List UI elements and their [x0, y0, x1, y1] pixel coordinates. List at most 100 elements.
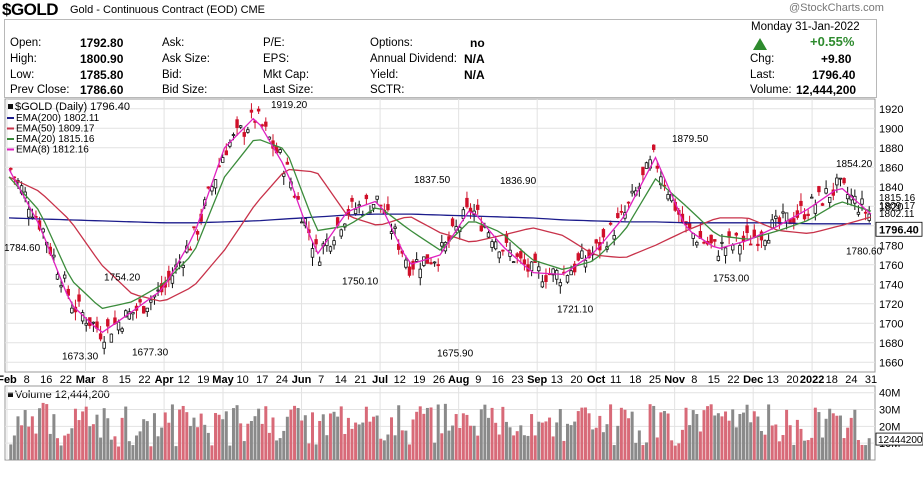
volume-bar — [267, 432, 271, 460]
candle-body — [501, 249, 505, 252]
candle-body — [52, 254, 56, 258]
volume-bar — [106, 418, 110, 460]
candlestick — [748, 235, 753, 246]
candle-body — [774, 215, 778, 219]
candle-body — [404, 259, 408, 268]
volume-bar — [792, 444, 796, 460]
volume-bar — [332, 411, 336, 460]
volume-bar — [497, 434, 501, 460]
volume-bar — [831, 413, 835, 460]
candlestick — [310, 241, 315, 266]
volume-bar — [849, 417, 853, 460]
x-tick-label: 21 — [354, 374, 366, 386]
volume-bar — [512, 435, 516, 460]
candle-body — [748, 243, 753, 246]
x-tick-label: Mar — [76, 374, 96, 386]
volume-bar — [817, 412, 821, 460]
x-tick-label: 31 — [865, 374, 877, 386]
candle-body — [813, 204, 818, 214]
candle-body — [612, 235, 616, 240]
candlestick — [810, 193, 814, 199]
candlestick — [249, 103, 254, 119]
candlestick — [519, 248, 523, 264]
candlestick — [106, 317, 110, 334]
volume-bar — [490, 407, 494, 460]
volume-bar — [303, 415, 307, 460]
candle-body — [357, 204, 361, 207]
candlestick — [465, 191, 469, 209]
candle-body — [389, 231, 394, 234]
price-annotation: 1753.00 — [713, 274, 750, 285]
ema-legend-label: EMA(200) 1802.11 — [16, 113, 100, 124]
exchange-text: CME — [240, 4, 266, 16]
candle-body — [91, 321, 96, 324]
candlestick — [404, 255, 408, 270]
volume-bar — [246, 423, 250, 460]
candle-body — [490, 241, 494, 248]
candlestick — [120, 326, 124, 334]
volume-bar — [587, 413, 591, 460]
volume-bar — [386, 434, 390, 460]
candle-body — [745, 225, 749, 234]
volume-bar — [379, 438, 383, 460]
candlestick — [170, 267, 175, 289]
candle-body — [432, 261, 437, 264]
candle-body — [799, 200, 803, 206]
candlestick — [824, 180, 828, 195]
volume-bar — [282, 430, 286, 460]
candle-body — [511, 261, 516, 264]
volume-bar — [361, 422, 365, 460]
volume-bar — [393, 435, 397, 460]
prev-close-value: 1786.60 — [80, 83, 124, 97]
price-tick-label: 1760 — [879, 260, 903, 272]
candlestick — [756, 237, 760, 252]
volume-bar — [745, 404, 749, 460]
volume-bar — [688, 425, 692, 460]
ema-value-label: 1815.16 — [879, 193, 916, 204]
candlestick — [594, 238, 598, 250]
candlestick — [364, 193, 369, 206]
candlestick — [206, 186, 211, 190]
volume-bar — [677, 443, 681, 460]
volume-bar — [390, 417, 394, 460]
candlestick — [515, 252, 519, 264]
volume-bar — [637, 430, 641, 460]
quote-date: Monday 31-Jan-2022 — [751, 21, 860, 33]
x-tick-label: 14 — [335, 374, 347, 386]
x-tick-label: 24 — [276, 374, 288, 386]
candlestick — [386, 196, 390, 212]
ema-legend-label: EMA(50) 1809.17 — [16, 124, 95, 135]
volume-bar — [321, 414, 325, 460]
candle-body — [565, 275, 570, 283]
price-tick-label: 1920 — [879, 104, 903, 116]
candlestick — [641, 166, 645, 183]
volume-bar — [239, 423, 243, 460]
candlestick — [238, 124, 243, 130]
candlestick — [828, 196, 832, 209]
candle-body — [221, 157, 225, 163]
volume-bar — [210, 445, 214, 460]
volume-bar — [799, 428, 803, 460]
candle-body — [328, 246, 333, 252]
volume-bar — [684, 407, 688, 460]
candlestick — [278, 147, 282, 155]
volume-bar — [566, 423, 569, 460]
volume-bar — [731, 409, 735, 460]
candle-body — [84, 322, 88, 326]
candlestick — [476, 199, 480, 215]
volume-label: Volume: — [750, 84, 792, 96]
candle-body — [687, 223, 692, 229]
price-legend-title: $GOLD (Daily) 1796.40 — [15, 101, 130, 113]
volume-bar — [623, 409, 627, 460]
candle-body — [249, 109, 254, 113]
candle-body — [77, 294, 81, 302]
candlestick — [799, 193, 803, 214]
candlestick — [842, 177, 846, 186]
candle-body — [476, 204, 480, 210]
candlestick — [576, 251, 580, 262]
volume-bar — [813, 407, 817, 460]
volume-bar — [720, 416, 724, 460]
candle-body — [519, 251, 523, 259]
volume-bar — [357, 424, 361, 460]
volume-bar — [447, 430, 451, 460]
